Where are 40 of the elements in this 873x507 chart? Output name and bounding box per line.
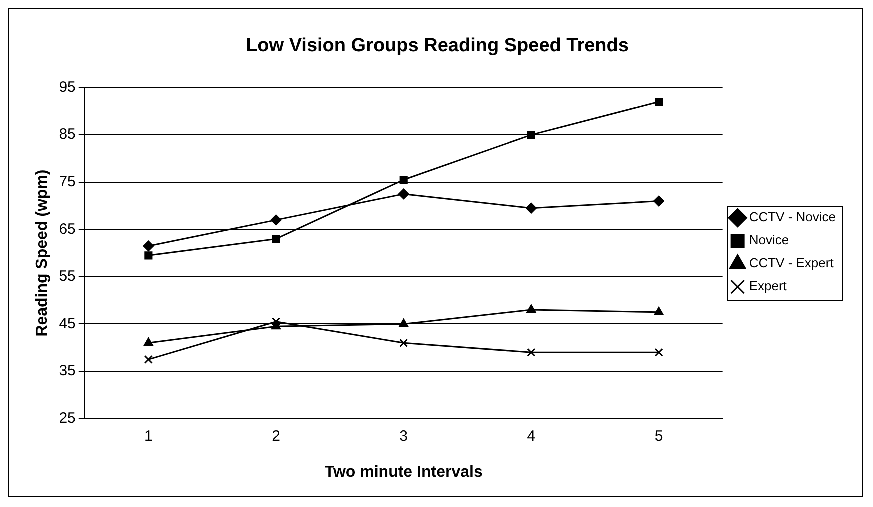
point [399, 318, 409, 328]
point [526, 202, 537, 214]
x-tick-label: 3 [400, 428, 408, 445]
x-tick-label: 4 [527, 428, 536, 445]
point [400, 338, 408, 348]
point [654, 196, 665, 207]
y-tick-label: 35 [59, 362, 76, 380]
point [272, 235, 280, 244]
y-axis-title: Reading Speed (wpm) [34, 170, 52, 337]
point [272, 318, 281, 326]
legend-label: Expert [749, 278, 788, 294]
point [654, 98, 664, 106]
point [527, 131, 536, 140]
legend-label: Novice [749, 232, 790, 248]
point [398, 188, 410, 200]
y-tick-label: 65 [59, 220, 76, 238]
y-tick-label: 85 [59, 126, 76, 144]
y-tick-label: 95 [59, 78, 76, 96]
point [654, 306, 664, 316]
x-tick-label: 5 [654, 428, 664, 445]
point [400, 176, 408, 184]
point [270, 214, 282, 226]
point [527, 348, 536, 357]
legend-label: CCTV - Novice [749, 210, 836, 225]
y-tick-label: 45 [59, 315, 76, 332]
y-tick-label: 55 [59, 268, 76, 286]
y-tick-label: 25 [59, 410, 76, 427]
chart-title: Low Vision Groups Reading Speed Trends [246, 36, 629, 57]
legend-label: CCTV - Expert [749, 256, 834, 271]
point [271, 321, 282, 330]
point [144, 338, 154, 346]
point [143, 240, 154, 252]
point [654, 348, 664, 357]
x-tick-label: 2 [272, 428, 280, 445]
x-tick-label: 1 [144, 428, 153, 445]
point [526, 304, 536, 314]
point [144, 355, 153, 364]
x-axis-title: Two minute Intervals [324, 464, 483, 481]
point [144, 252, 153, 260]
y-tick-label: 75 [59, 174, 76, 191]
